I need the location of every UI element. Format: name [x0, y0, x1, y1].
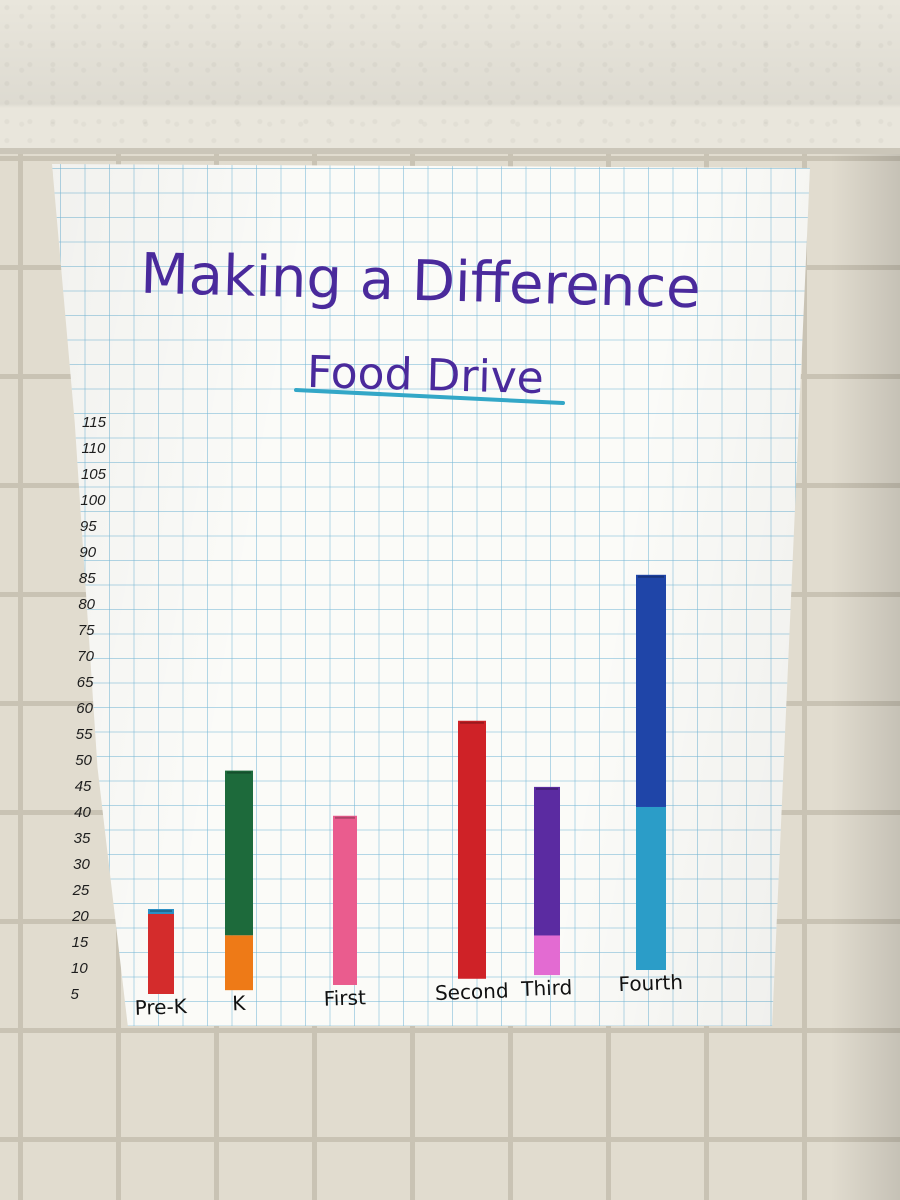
y-tick-label: 15 [72, 934, 89, 951]
x-axis-labels: Pre-K K First Second Third Fourth [134, 970, 683, 1020]
y-tick-label: 70 [77, 648, 94, 665]
y-axis-ticks: 5 10 15 20 25 30 35 40 45 50 55 60 65 70 75 80 85 90 95 100… [71, 414, 107, 1003]
bar-segment [636, 574, 666, 807]
y-tick-label: 35 [74, 830, 91, 847]
y-tick-label: 100 [80, 492, 106, 509]
bar-segment [148, 909, 174, 914]
y-tick-label: 55 [76, 726, 93, 743]
category-label: Pre-K [134, 994, 188, 1020]
bar-segment [225, 770, 253, 936]
y-tick-label: 110 [81, 440, 106, 457]
category-label: Third [520, 975, 573, 1001]
y-tick-label: 65 [77, 674, 94, 691]
bars [148, 574, 666, 994]
painted-wall [0, 0, 900, 150]
bar-segment [534, 786, 560, 936]
y-tick-label: 80 [78, 596, 95, 613]
bar-segment [534, 935, 560, 976]
wall-shadow [830, 154, 900, 1200]
category-label: Second [435, 978, 509, 1005]
y-tick-label: 10 [71, 960, 88, 977]
bar-segment [225, 935, 253, 991]
category-label: Fourth [618, 970, 683, 996]
y-tick-label: 95 [80, 518, 97, 535]
y-tick-label: 40 [74, 804, 91, 821]
y-tick-label: 60 [76, 700, 93, 717]
category-label: First [323, 985, 366, 1010]
y-tick-label: 90 [79, 544, 96, 561]
y-tick-label: 75 [78, 622, 95, 639]
y-tick-label: 85 [79, 570, 96, 587]
bar-segment [148, 914, 174, 994]
chart-poster [52, 164, 810, 1026]
y-tick-label: 115 [82, 414, 107, 431]
y-tick-label: 45 [75, 778, 92, 795]
y-tick-label: 25 [72, 882, 90, 899]
subtitle-underline [294, 388, 565, 405]
y-tick-label: 5 [71, 986, 80, 1003]
chart-title: Making a Difference [140, 242, 702, 322]
y-tick-label: 30 [73, 856, 90, 873]
y-tick-label: 20 [71, 908, 89, 925]
wall-trim [0, 148, 900, 154]
category-label: K [232, 991, 247, 1015]
bar-segment [636, 806, 666, 970]
y-tick-label: 105 [81, 466, 107, 483]
y-tick-label: 50 [75, 752, 92, 769]
bar-segment [458, 720, 486, 979]
bar-segment [333, 815, 357, 985]
